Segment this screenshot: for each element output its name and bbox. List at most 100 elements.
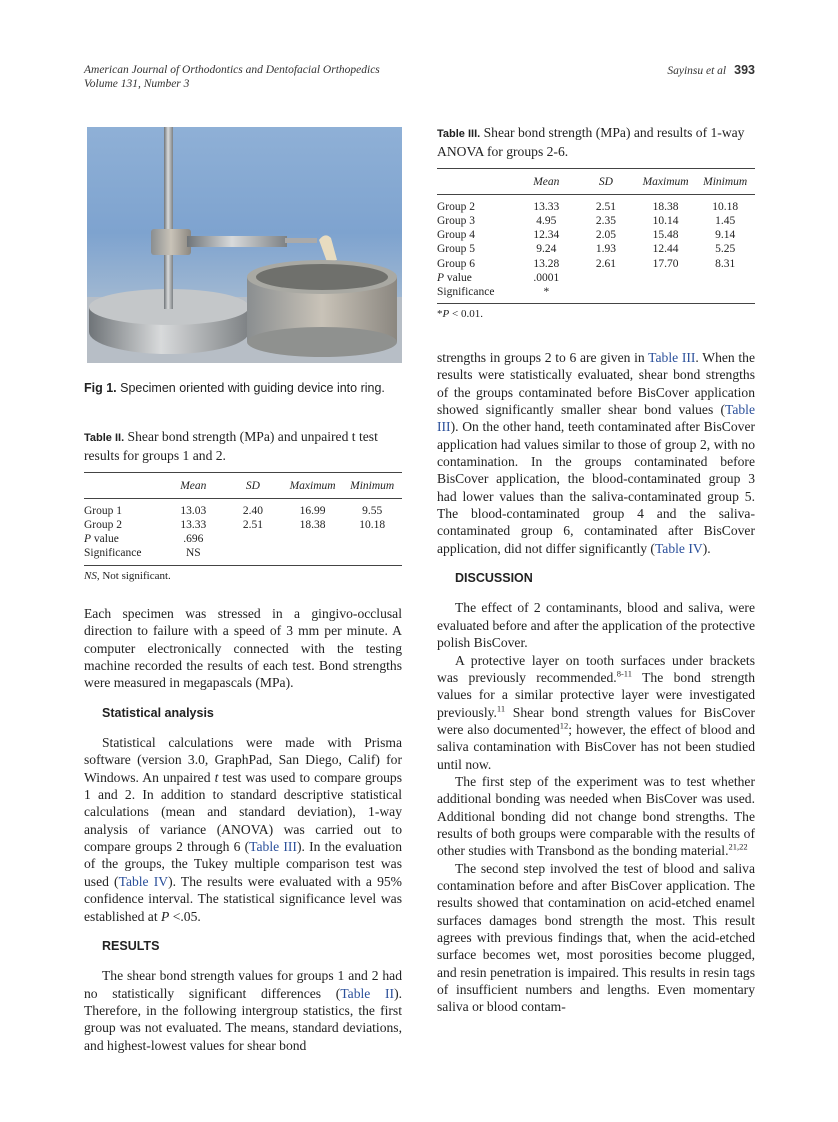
table-2-note: NS, Not significant. <box>84 569 171 582</box>
table-cell: 10.18 <box>712 200 739 213</box>
table-link[interactable]: Table III <box>249 839 297 855</box>
authors: Sayinsu et al <box>667 65 727 77</box>
paragraph: Each specimen was stressed in a gingivo-… <box>84 605 402 692</box>
paragraph: strengths in groups 2 to 6 are given in … <box>437 349 755 557</box>
table-cell: 10.18 <box>359 519 386 531</box>
table-row: Group 6 13.28 2.61 17.70 8.31 <box>437 257 755 271</box>
table-cell <box>283 546 343 565</box>
section-heading: DISCUSSION <box>455 571 533 586</box>
text-run: . When the results were statistically ev… <box>437 350 755 418</box>
right-column-body: strengths in groups 2 to 6 are given in … <box>437 349 755 1016</box>
table-2: Table II. Shear bond strength (MPa) and … <box>84 428 402 582</box>
table-cell: 2.61 <box>595 257 616 270</box>
table-2-grid: Mean SD Maximum Minimum Group 1 13.03 2.40 16.9… <box>84 472 402 566</box>
table-row: Group 3 4.95 2.35 10.14 1.45 <box>437 214 755 228</box>
table-cell <box>636 285 696 304</box>
text-run: <.05. <box>169 908 201 924</box>
text-run: ). The results were evaluated with a 95%… <box>84 873 402 924</box>
table-row: Group 2 13.33 2.51 18.38 10.18 <box>84 518 402 532</box>
citation-superscript[interactable]: 11 <box>496 703 506 713</box>
italic-text: t <box>214 769 219 785</box>
text-run: Shear bond strength values for BisCover … <box>437 704 755 737</box>
table-cell: 10.14 <box>652 215 679 227</box>
table-3-caption: Table III. Shear bond strength (MPa) and… <box>437 124 755 161</box>
table-cell <box>636 271 696 285</box>
table-cell: 9.14 <box>715 229 736 242</box>
figure-label: Fig 1. <box>84 381 117 395</box>
table-cell: .0001 <box>533 271 560 284</box>
paragraph: The effect of 2 contaminants, blood and … <box>437 599 755 651</box>
table-cell: 18.38 <box>299 519 326 531</box>
table-cell: Significance <box>437 286 495 299</box>
column-header: Maximum <box>289 479 336 492</box>
left-column-body: Each specimen was stressed in a gingivo-… <box>84 605 402 1054</box>
table-cell <box>695 271 755 285</box>
table-cell: Group 5 <box>437 243 476 256</box>
text-run: strengths in groups 2 to 6 are given in <box>437 350 649 365</box>
journal-title: American Journal of Orthodontics and Den… <box>84 64 380 76</box>
section-heading: RESULTS <box>102 938 160 953</box>
text-run: ). On the other hand, teeth contaminated… <box>437 419 755 556</box>
column-header: Maximum <box>642 175 689 188</box>
table-cell: 1.93 <box>595 243 616 256</box>
table-caption-text: Shear bond strength (MPa) and results of… <box>437 125 745 160</box>
text-run: The effect of 2 contaminants, blood and … <box>437 600 755 651</box>
table-cell: Group 2 <box>437 200 476 213</box>
table-cell: 1.45 <box>715 215 736 227</box>
text-run: A protective layer on tooth surfaces und… <box>437 652 755 685</box>
text-run: Each specimen was stressed in a gingivo-… <box>84 606 402 691</box>
paragraph: The second step involved the test of blo… <box>437 860 755 1016</box>
table-cell: .696 <box>183 533 204 546</box>
text-run: ). In the evaluation of the groups, the … <box>84 839 403 889</box>
text-run: Statistical calculations were made with … <box>84 735 402 785</box>
table-cell <box>223 532 283 546</box>
table-cell: Group 1 <box>84 504 123 517</box>
table-cell: 12.44 <box>652 243 679 256</box>
table-cell: Group 6 <box>437 257 476 270</box>
table-label: Table III. <box>437 128 481 140</box>
table-row: Group 2 13.33 2.51 18.38 10.18 <box>437 194 755 214</box>
table-cell: 2.05 <box>595 229 616 242</box>
running-header-left: American Journal of Orthodontics and Den… <box>84 63 380 91</box>
table-cell: 2.51 <box>242 519 263 531</box>
table-3-grid: Mean SD Maximum Minimum Group 2 13.33 2.51 18.3… <box>437 168 755 305</box>
column-header: SD <box>598 175 613 188</box>
italic-text: P <box>161 908 170 924</box>
table-3: Table III. Shear bond strength (MPa) and… <box>437 124 755 320</box>
table-3-note: *P < 0.01. <box>437 308 483 321</box>
table-cell <box>576 271 636 285</box>
table-cell: 12.34 <box>533 229 560 242</box>
table-link[interactable]: Table III <box>437 402 755 435</box>
column-header: SD <box>245 479 260 492</box>
table-link[interactable]: Table III <box>648 350 696 365</box>
table-link[interactable]: Table IV <box>654 540 703 556</box>
page-number: 393 <box>734 63 755 77</box>
table-cell: Group 4 <box>437 229 476 242</box>
table-cell <box>283 532 343 546</box>
table-cell: P value <box>437 271 472 284</box>
section-heading: Statistical analysis <box>102 705 214 720</box>
table-link[interactable]: Table II <box>340 985 395 1001</box>
paragraph: The first step of the experiment was to … <box>437 773 755 860</box>
figure-caption-text: Specimen oriented with guiding device in… <box>120 381 385 395</box>
citation-superscript[interactable]: 8-11 <box>616 668 632 679</box>
table-cell: 9.55 <box>362 504 383 517</box>
table-cell: Group 2 <box>84 519 123 531</box>
table-cell: 17.70 <box>652 257 679 270</box>
table-cell: 2.40 <box>242 504 263 517</box>
table-cell <box>695 285 755 304</box>
table-cell: 2.35 <box>595 215 616 227</box>
table-cell: 13.03 <box>180 504 207 517</box>
figure-1-caption: Fig 1. Specimen oriented with guiding de… <box>84 381 404 395</box>
table-row: Significance * <box>437 285 755 304</box>
table-cell: NS <box>185 547 201 560</box>
table-cell: 18.38 <box>652 200 679 213</box>
table-row: P value .696 <box>84 532 402 546</box>
table-label: Table II. <box>84 432 125 444</box>
paragraph: The shear bond strength values for group… <box>84 967 402 1054</box>
citation-superscript[interactable]: 12 <box>559 720 569 731</box>
citation-superscript[interactable]: 21,22 <box>728 841 748 852</box>
table-link[interactable]: Table IV <box>118 873 169 889</box>
column-header <box>437 168 517 194</box>
paragraph: A protective layer on tooth surfaces und… <box>437 652 755 773</box>
